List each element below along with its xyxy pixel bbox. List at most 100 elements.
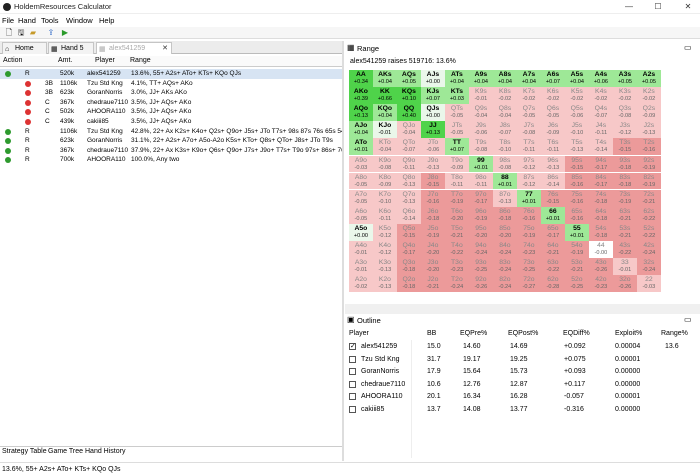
range-cell[interactable]: K9o -0.08 bbox=[373, 155, 397, 173]
range-cell[interactable]: J5s -0.10 bbox=[565, 121, 589, 139]
outline-row[interactable]: cakiii85 13.7 14.08 13.77 -0.316 0.00000 bbox=[345, 404, 700, 416]
range-cell[interactable]: 43s -0.22 bbox=[613, 241, 637, 258]
history-row[interactable]: R 700k AHOORA110 100.0%, Any two bbox=[0, 155, 342, 165]
range-cell[interactable]: 97s -0.12 bbox=[517, 155, 541, 173]
range-cell[interactable]: K7o -0.10 bbox=[373, 189, 397, 207]
vertical-splitter[interactable] bbox=[342, 41, 344, 461]
range-cell[interactable]: 86o -0.18 bbox=[493, 206, 517, 224]
range-cell[interactable]: A3o -0.01 bbox=[349, 258, 373, 275]
range-cell[interactable]: T6o -0.20 bbox=[445, 206, 469, 224]
range-cell[interactable]: 52s -0.22 bbox=[637, 223, 661, 241]
range-cell[interactable]: K2s -0.02 bbox=[637, 87, 661, 104]
range-cell[interactable]: Q7s -0.05 bbox=[517, 104, 541, 122]
range-cell[interactable]: 87s -0.12 bbox=[517, 172, 541, 190]
history-row[interactable]: C 502k AHOORA110 3.5%, JJ+ AQs+ AKo bbox=[0, 107, 342, 117]
range-cell[interactable]: 92o -0.26 bbox=[469, 275, 493, 293]
range-cell[interactable]: K4s -0.02 bbox=[589, 87, 613, 104]
history-row[interactable]: R 623k GoranNorris 31.1%, 22+ A2s+ A7o+ A5o… bbox=[0, 136, 342, 146]
range-cell[interactable]: T4s -0.14 bbox=[589, 138, 613, 156]
range-cell[interactable]: A3s +0.05 bbox=[613, 70, 637, 87]
tab-hand-history[interactable]: Hand History bbox=[85, 448, 126, 455]
menu-hand[interactable]: Hand bbox=[18, 16, 36, 25]
minimize-button[interactable]: — bbox=[625, 2, 633, 11]
range-cell[interactable]: 83o -0.24 bbox=[493, 258, 517, 275]
range-cell[interactable]: Q6s -0.05 bbox=[541, 104, 565, 122]
range-cell[interactable]: K3s -0.02 bbox=[613, 87, 637, 104]
col-range-pct[interactable]: Range% bbox=[661, 330, 688, 337]
history-row[interactable]: R 1106k Tzu Std Kng 42.8%, 22+ Ax K2s+ K4o+… bbox=[0, 127, 342, 137]
range-cell[interactable]: 73o -0.25 bbox=[517, 258, 541, 275]
range-cell[interactable]: 32s -0.24 bbox=[637, 258, 661, 275]
range-cell[interactable]: ATs +0.04 bbox=[445, 70, 469, 87]
range-cell[interactable]: T3s -0.15 bbox=[613, 138, 637, 156]
range-cell[interactable]: Q8o -0.13 bbox=[397, 172, 421, 190]
history-row[interactable]: R 520k alex541259 13.6%, 55+ A2s+ ATo+ KTs+… bbox=[0, 69, 342, 79]
range-cell[interactable]: 85o -0.20 bbox=[493, 223, 517, 241]
range-cell[interactable]: 55 +0.01 bbox=[565, 223, 589, 241]
range-cell[interactable]: A4s +0.06 bbox=[589, 70, 613, 87]
range-cell[interactable]: 82s -0.19 bbox=[637, 172, 661, 190]
range-cell[interactable]: Q4o -0.17 bbox=[397, 241, 421, 258]
row-checkbox[interactable] bbox=[349, 368, 356, 375]
range-cell[interactable]: Q3s -0.08 bbox=[613, 104, 637, 122]
range-cell[interactable]: T2o -0.24 bbox=[445, 275, 469, 293]
range-cell[interactable]: A5o +0.00 bbox=[349, 223, 373, 241]
range-cell[interactable]: 75s -0.16 bbox=[565, 189, 589, 207]
range-cell[interactable]: 64s -0.18 bbox=[589, 206, 613, 224]
export-icon[interactable]: ⇪ bbox=[47, 28, 55, 37]
range-cell[interactable]: 76o -0.16 bbox=[517, 206, 541, 224]
range-cell[interactable]: 83s -0.18 bbox=[613, 172, 637, 190]
range-cell[interactable]: Q9o -0.11 bbox=[397, 155, 421, 173]
row-checkbox[interactable] bbox=[349, 380, 356, 388]
horizontal-splitter[interactable] bbox=[345, 304, 700, 314]
range-cell[interactable]: K7s -0.02 bbox=[517, 87, 541, 104]
history-row[interactable]: C 367k chedraue7110 3.5%, JJ+ AQs+ AKo bbox=[0, 98, 342, 108]
range-cell[interactable]: ATo +0.01 bbox=[349, 138, 373, 156]
range-cell[interactable]: J6s -0.09 bbox=[541, 121, 565, 139]
range-cell[interactable]: 52o -0.25 bbox=[565, 275, 589, 293]
range-cell[interactable]: 76s -0.15 bbox=[541, 189, 565, 207]
open-folder-icon[interactable]: ▰ bbox=[29, 28, 37, 37]
range-cell[interactable]: Q8s -0.04 bbox=[493, 104, 517, 122]
range-cell[interactable]: A7o -0.05 bbox=[349, 189, 373, 207]
range-cell[interactable]: J8s -0.07 bbox=[493, 121, 517, 139]
col-player[interactable]: Player bbox=[95, 57, 115, 64]
range-cell[interactable]: 97o -0.17 bbox=[469, 189, 493, 207]
range-cell[interactable]: 42o -0.23 bbox=[589, 275, 613, 293]
outline-row[interactable]: chedraue7110 10.6 12.76 12.87 +0.117 0.00000 bbox=[345, 379, 700, 391]
range-cell[interactable]: A7s +0.04 bbox=[517, 70, 541, 87]
save-icon[interactable]: 🖫 bbox=[17, 28, 25, 37]
range-cell[interactable]: T9s -0.08 bbox=[469, 138, 493, 156]
range-cell[interactable]: 54o -0.19 bbox=[565, 241, 589, 258]
range-cell[interactable]: QJs +0.00 bbox=[421, 104, 445, 122]
col-eqpre[interactable]: EQPre% bbox=[460, 330, 488, 337]
range-cell[interactable]: 33 -0.01 bbox=[613, 258, 637, 275]
range-cell[interactable]: J9s -0.06 bbox=[469, 121, 493, 139]
range-cell[interactable]: KQo +0.04 bbox=[373, 104, 397, 122]
col-eqpost[interactable]: EQPost% bbox=[508, 330, 539, 337]
range-cell[interactable]: 65o -0.17 bbox=[541, 223, 565, 241]
range-cell[interactable]: AA +0.34 bbox=[349, 70, 373, 87]
range-cell[interactable]: 54s -0.18 bbox=[589, 223, 613, 241]
range-cell[interactable]: 44 -0.00 bbox=[589, 241, 613, 258]
range-cell[interactable]: KTo -0.04 bbox=[373, 138, 397, 156]
range-cell[interactable]: 98o -0.11 bbox=[469, 172, 493, 190]
range-cell[interactable]: Q2o -0.18 bbox=[397, 275, 421, 293]
range-cell[interactable]: 66 +0.01 bbox=[541, 206, 565, 224]
row-checkbox[interactable] bbox=[349, 405, 356, 413]
range-cell[interactable]: A6o -0.05 bbox=[349, 206, 373, 224]
range-cell[interactable]: 93o -0.25 bbox=[469, 258, 493, 275]
row-checkbox[interactable] bbox=[349, 342, 356, 350]
range-cell[interactable]: K9s -0.01 bbox=[469, 87, 493, 104]
range-cell[interactable]: J6o -0.18 bbox=[421, 206, 445, 224]
range-cell[interactable]: A5s +0.04 bbox=[565, 70, 589, 87]
range-cell[interactable]: 82o -0.24 bbox=[493, 275, 517, 293]
col-bb[interactable]: BB bbox=[427, 330, 437, 337]
range-cell[interactable]: 65s -0.16 bbox=[565, 206, 589, 224]
range-cell[interactable]: 95o -0.20 bbox=[469, 223, 493, 241]
range-cell[interactable]: A2o -0.02 bbox=[349, 275, 373, 293]
range-cell[interactable]: Q5s -0.06 bbox=[565, 104, 589, 122]
range-cell[interactable]: J5o -0.19 bbox=[421, 223, 445, 241]
range-cell[interactable]: QTs -0.05 bbox=[445, 104, 469, 122]
range-cell[interactable]: T3o -0.23 bbox=[445, 258, 469, 275]
